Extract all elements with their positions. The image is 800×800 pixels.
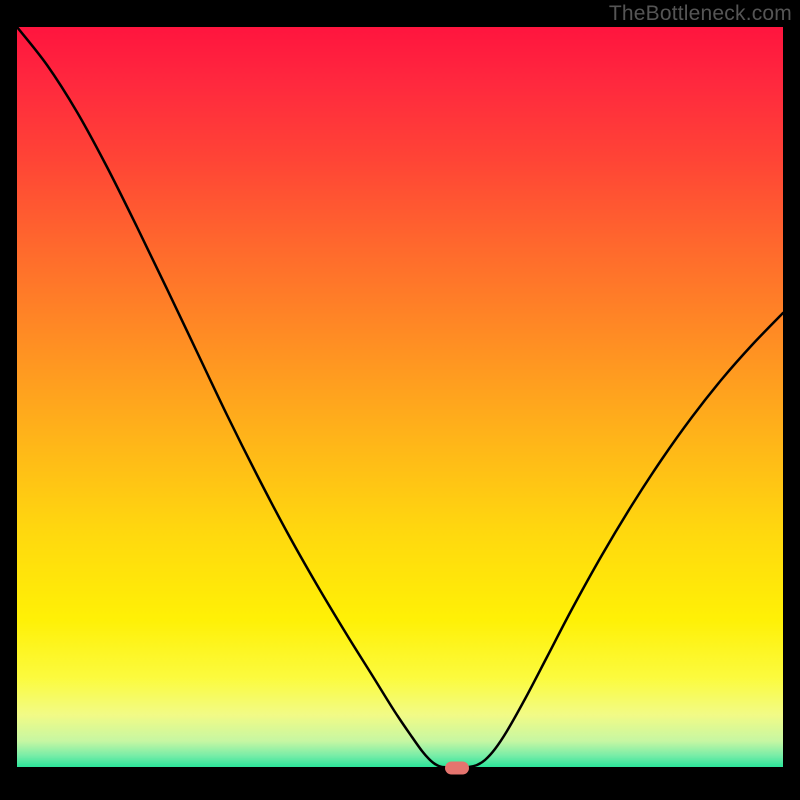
curve-path (17, 27, 783, 767)
bottleneck-curve (17, 27, 783, 783)
optimal-marker (445, 762, 469, 775)
plot-area (17, 27, 783, 783)
chart-stage: TheBottleneck.com (0, 0, 800, 800)
watermark-text: TheBottleneck.com (609, 2, 792, 26)
